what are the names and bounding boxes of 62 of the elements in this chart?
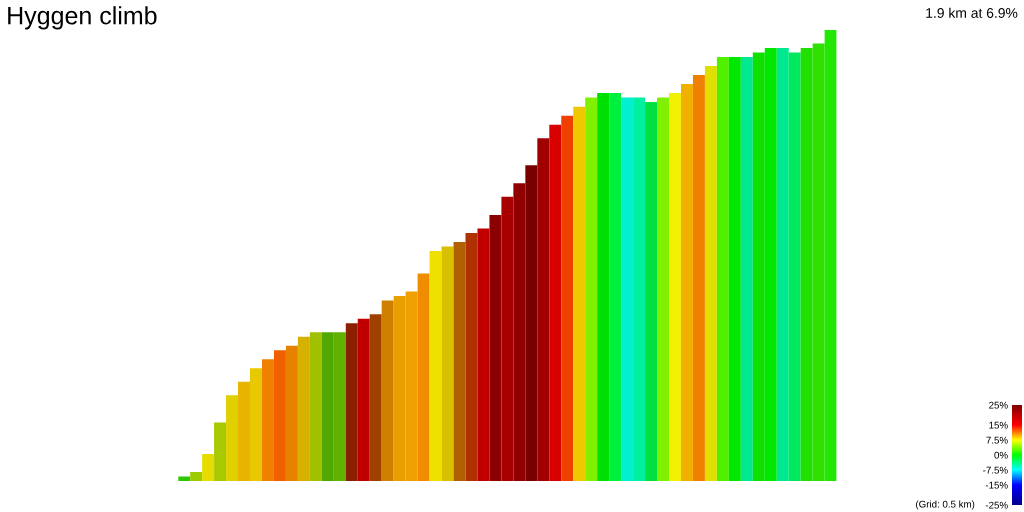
bar <box>680 84 693 482</box>
bar <box>609 93 622 482</box>
bar <box>417 273 430 482</box>
bar <box>728 57 741 482</box>
chart-title: Hyggen climb <box>8 6 157 30</box>
bar <box>333 332 346 482</box>
bar <box>453 241 466 482</box>
bar <box>309 332 322 482</box>
bar <box>800 47 813 482</box>
bar <box>537 138 550 482</box>
bar <box>645 102 658 482</box>
bar <box>465 232 478 482</box>
bar <box>621 97 634 482</box>
text: 1.9 km at 6.9% <box>926 7 1018 18</box>
bar <box>273 350 286 482</box>
bar <box>226 395 239 482</box>
color-bar-label: 7.5% <box>986 436 1008 444</box>
bar <box>202 453 215 482</box>
bar <box>716 57 729 482</box>
bar <box>752 52 765 482</box>
color-bar-label: 25% <box>989 401 1008 409</box>
color-bar-label: 0% <box>994 451 1008 459</box>
bar <box>261 359 274 482</box>
bar <box>250 368 262 482</box>
bar <box>824 29 837 482</box>
bar <box>764 47 777 482</box>
bar <box>549 124 562 482</box>
bar <box>369 314 382 482</box>
bar <box>285 345 298 482</box>
bar <box>297 336 310 482</box>
bar <box>238 381 250 482</box>
bar <box>657 97 670 482</box>
bar <box>561 115 574 482</box>
bar <box>357 318 370 482</box>
bar <box>441 246 454 482</box>
color-bar-label: -15% <box>985 481 1008 489</box>
color-bar-label: 15% <box>989 421 1008 429</box>
bar <box>669 93 681 482</box>
bar <box>776 47 789 482</box>
bar <box>345 323 358 482</box>
bar <box>321 332 334 482</box>
bar <box>740 57 753 482</box>
color-bar-label: -25% <box>985 501 1008 509</box>
bar <box>812 43 825 482</box>
bar <box>585 97 598 482</box>
text: (Grid: 0.5 km) <box>916 500 975 510</box>
bar <box>525 165 538 482</box>
bar <box>190 472 203 482</box>
bar <box>429 250 442 482</box>
bar <box>704 66 717 482</box>
bar <box>788 52 801 482</box>
bar <box>692 75 705 482</box>
bar <box>477 228 490 482</box>
bar <box>381 300 394 482</box>
bar <box>633 97 646 482</box>
bar <box>597 93 610 482</box>
bar <box>489 214 502 482</box>
bar <box>573 106 586 482</box>
bar <box>513 183 526 482</box>
bar <box>214 422 227 482</box>
color-bar-label: -7.5% <box>983 466 1008 474</box>
bar <box>501 196 514 482</box>
